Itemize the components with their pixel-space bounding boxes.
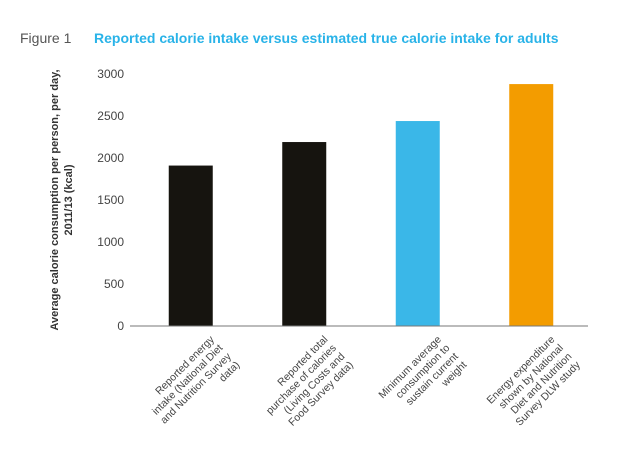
y-tick-label: 1000 (97, 235, 124, 249)
y-axis-label: Average calorie consumption per person, … (49, 69, 75, 330)
y-axis-label-line: Average calorie consumption per person, … (49, 69, 61, 330)
x-category-label: Reported totalpurchase of calories(Livin… (255, 334, 355, 434)
bar (168, 165, 213, 326)
y-tick-label: 0 (117, 319, 124, 333)
bar (509, 84, 554, 326)
y-tick-label: 2500 (97, 109, 124, 123)
x-category-label: Energy expenditureshown by NationalDiet … (484, 333, 583, 432)
bar (282, 142, 327, 326)
y-tick-label: 1500 (97, 193, 124, 207)
y-tick-label: 500 (104, 277, 124, 291)
figure-label: Figure 1 (20, 30, 72, 46)
chart-title: Reported calorie intake versus estimated… (94, 30, 559, 46)
x-category-label: Reported energyintake (National Dietand … (141, 333, 243, 435)
bar (395, 121, 440, 326)
y-tick-label: 2000 (97, 151, 124, 165)
y-axis-label-line: 2011/13 (kcal) (63, 164, 75, 235)
x-category-label: Minimum averageconsumption tosustain cur… (376, 334, 469, 427)
y-tick-label: 3000 (97, 67, 124, 81)
